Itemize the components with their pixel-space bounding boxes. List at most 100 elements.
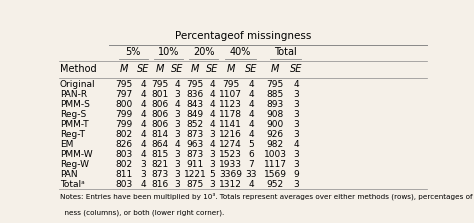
- Text: 4: 4: [140, 80, 146, 89]
- Text: PMM-S: PMM-S: [60, 100, 90, 109]
- Text: 10%: 10%: [158, 47, 179, 57]
- Text: 4: 4: [209, 100, 215, 109]
- Text: 3: 3: [209, 160, 215, 169]
- Text: 816: 816: [151, 180, 169, 189]
- Text: 1933: 1933: [219, 160, 242, 169]
- Text: SE: SE: [245, 64, 257, 74]
- Text: 3: 3: [209, 180, 215, 189]
- Text: 1274: 1274: [219, 140, 242, 149]
- Text: 3: 3: [294, 130, 300, 139]
- Text: 3: 3: [294, 100, 300, 109]
- Text: 4: 4: [140, 180, 146, 189]
- Text: 1123: 1123: [219, 100, 242, 109]
- Text: 795: 795: [187, 80, 204, 89]
- Text: 3: 3: [294, 160, 300, 169]
- Text: 40%: 40%: [230, 47, 251, 57]
- Text: 3: 3: [174, 150, 181, 159]
- Text: 4: 4: [140, 120, 146, 129]
- Text: SE: SE: [291, 64, 303, 74]
- Text: 4: 4: [140, 130, 146, 139]
- Text: PMM-W: PMM-W: [60, 150, 92, 159]
- Text: 4: 4: [175, 100, 180, 109]
- Text: 33: 33: [245, 170, 257, 179]
- Text: 806: 806: [151, 100, 169, 109]
- Text: 4: 4: [175, 80, 180, 89]
- Text: 1178: 1178: [219, 110, 242, 119]
- Text: 9: 9: [294, 170, 300, 179]
- Text: 5%: 5%: [126, 47, 141, 57]
- Text: M: M: [156, 64, 164, 74]
- Text: 802: 802: [115, 130, 132, 139]
- Text: 4: 4: [140, 100, 146, 109]
- Text: 836: 836: [187, 90, 204, 99]
- Text: Percentageof missingness: Percentageof missingness: [175, 31, 311, 41]
- Text: 5: 5: [209, 170, 215, 179]
- Text: ness (columns), or both (lower right corner).: ness (columns), or both (lower right cor…: [60, 209, 224, 216]
- Text: 926: 926: [267, 130, 284, 139]
- Text: 843: 843: [187, 100, 204, 109]
- Text: Notes: Entries have been multiplied by 10³. Totals represent averages over eithe: Notes: Entries have been multiplied by 1…: [60, 193, 474, 200]
- Text: 908: 908: [267, 110, 284, 119]
- Text: 821: 821: [151, 160, 168, 169]
- Text: Reg-T: Reg-T: [60, 130, 85, 139]
- Text: Total: Total: [274, 47, 297, 57]
- Text: 6: 6: [248, 150, 254, 159]
- Text: Reg-W: Reg-W: [60, 160, 89, 169]
- Text: 800: 800: [115, 100, 132, 109]
- Text: 5: 5: [248, 140, 254, 149]
- Text: 803: 803: [115, 180, 132, 189]
- Text: 799: 799: [115, 110, 132, 119]
- Text: Totalᵃ: Totalᵃ: [60, 180, 85, 189]
- Text: PAN: PAN: [60, 170, 78, 179]
- Text: 1107: 1107: [219, 90, 242, 99]
- Text: 3: 3: [140, 170, 146, 179]
- Text: 1003: 1003: [264, 150, 287, 159]
- Text: 3: 3: [140, 160, 146, 169]
- Text: 806: 806: [151, 110, 169, 119]
- Text: 982: 982: [267, 140, 284, 149]
- Text: 7: 7: [248, 160, 254, 169]
- Text: M: M: [191, 64, 200, 74]
- Text: 1312: 1312: [219, 180, 242, 189]
- Text: SE: SE: [171, 64, 184, 74]
- Text: 4: 4: [248, 110, 254, 119]
- Text: 4: 4: [209, 80, 215, 89]
- Text: 797: 797: [115, 90, 132, 99]
- Text: 802: 802: [115, 160, 132, 169]
- Text: 1141: 1141: [219, 120, 242, 129]
- Text: 3: 3: [294, 120, 300, 129]
- Text: 3: 3: [174, 120, 181, 129]
- Text: 3: 3: [294, 90, 300, 99]
- Text: 20%: 20%: [193, 47, 214, 57]
- Text: 849: 849: [187, 110, 204, 119]
- Text: 4: 4: [140, 150, 146, 159]
- Text: 801: 801: [151, 90, 169, 99]
- Text: 795: 795: [222, 80, 239, 89]
- Text: EM: EM: [60, 140, 73, 149]
- Text: 1523: 1523: [219, 150, 242, 159]
- Text: 4: 4: [209, 90, 215, 99]
- Text: 952: 952: [267, 180, 284, 189]
- Text: 4: 4: [248, 120, 254, 129]
- Text: 4: 4: [209, 120, 215, 129]
- Text: 4: 4: [248, 180, 254, 189]
- Text: PAN-R: PAN-R: [60, 90, 87, 99]
- Text: 795: 795: [267, 80, 284, 89]
- Text: 826: 826: [115, 140, 132, 149]
- Text: Method: Method: [60, 64, 97, 74]
- Text: 815: 815: [151, 150, 169, 159]
- Text: 4: 4: [175, 140, 180, 149]
- Text: 803: 803: [115, 150, 132, 159]
- Text: 885: 885: [267, 90, 284, 99]
- Text: Original: Original: [60, 80, 96, 89]
- Text: 3: 3: [209, 150, 215, 159]
- Text: 864: 864: [151, 140, 168, 149]
- Text: 963: 963: [187, 140, 204, 149]
- Text: 3369: 3369: [219, 170, 242, 179]
- Text: 900: 900: [267, 120, 284, 129]
- Text: 799: 799: [115, 120, 132, 129]
- Text: SE: SE: [206, 64, 218, 74]
- Text: 4: 4: [248, 100, 254, 109]
- Text: 4: 4: [248, 130, 254, 139]
- Text: 3: 3: [174, 90, 181, 99]
